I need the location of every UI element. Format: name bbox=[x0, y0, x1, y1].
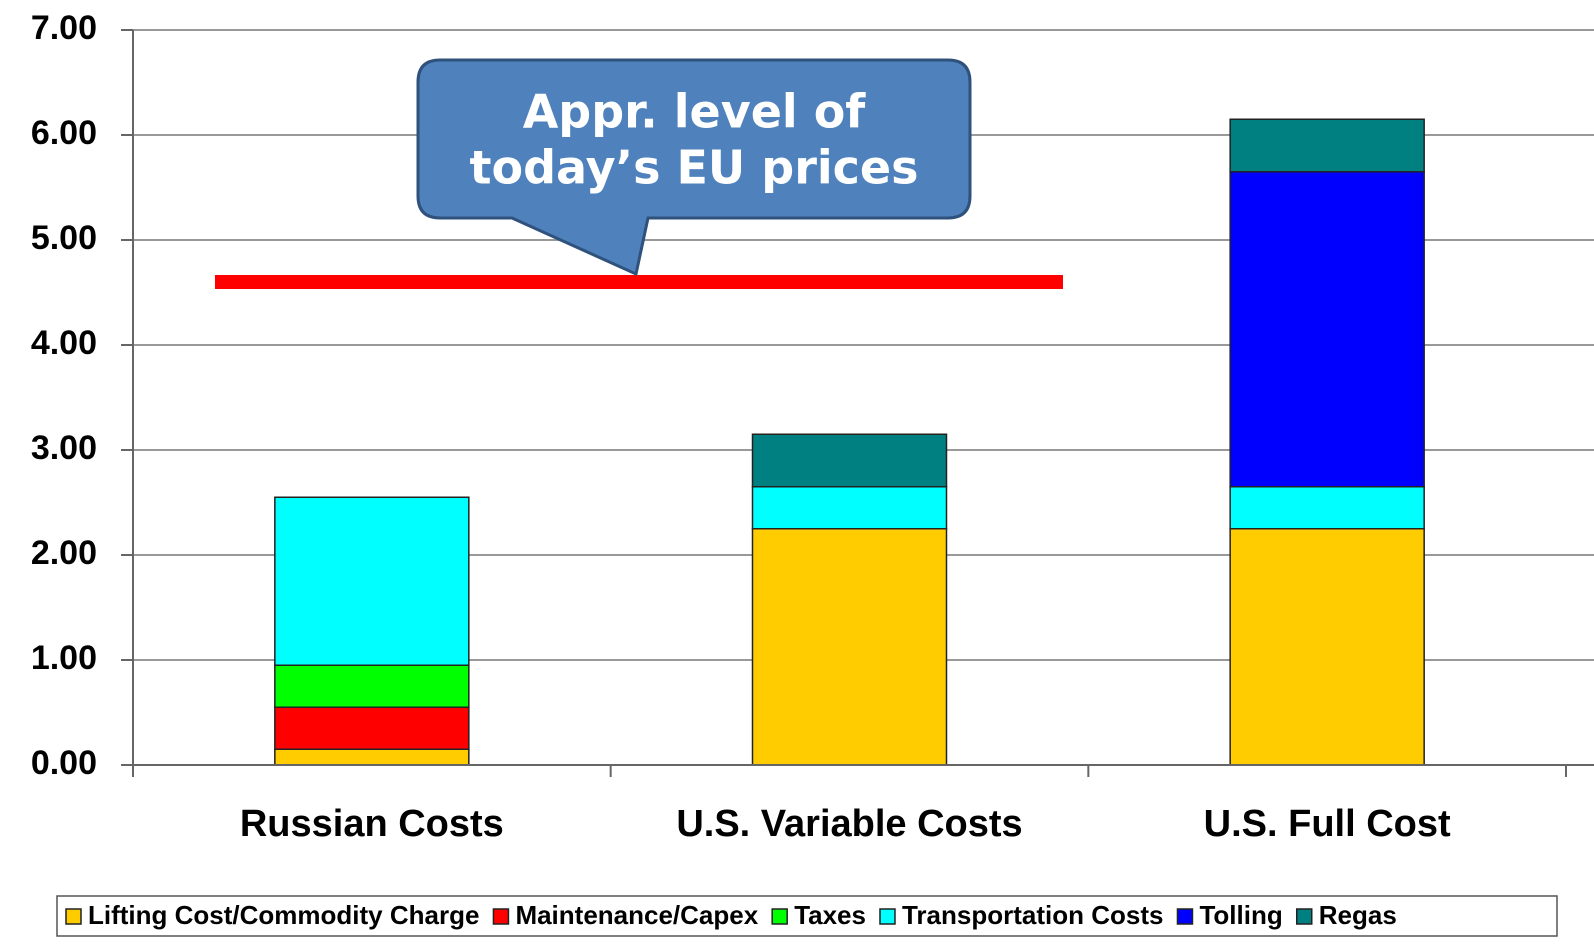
bar-segment bbox=[1229, 171, 1425, 488]
legend-swatch bbox=[771, 908, 788, 925]
legend bbox=[56, 895, 1558, 937]
callout bbox=[416, 58, 972, 277]
y-tick-label: 4.00 bbox=[31, 324, 97, 362]
y-tick-label: 3.00 bbox=[31, 429, 97, 467]
legend-label: Regas bbox=[1319, 900, 1397, 930]
y-tick-label: 7.00 bbox=[31, 9, 97, 47]
y-tick-label: 5.00 bbox=[31, 219, 97, 257]
annotation-text: Appr. level of bbox=[523, 85, 867, 139]
bar-segment bbox=[751, 486, 948, 530]
x-tick-label: Russian Costs bbox=[240, 803, 504, 845]
bar-segment bbox=[274, 706, 470, 750]
bar-segment bbox=[1229, 118, 1425, 173]
bar-segment bbox=[1229, 528, 1425, 766]
y-tick-label: 0.00 bbox=[31, 744, 97, 782]
legend-label: Transportation Costs bbox=[902, 900, 1163, 930]
legend-label: Taxes bbox=[794, 900, 866, 930]
bar-segment bbox=[274, 748, 470, 766]
annotation-text: today’s EU prices bbox=[469, 141, 918, 195]
legend-label: Tolling bbox=[1199, 900, 1282, 930]
bar-segment bbox=[274, 496, 470, 666]
legend-label: Maintenance/Capex bbox=[515, 900, 758, 930]
bar-segment bbox=[1229, 486, 1425, 530]
bar-segment bbox=[274, 664, 470, 708]
legend-swatch bbox=[1296, 908, 1313, 925]
bar-segment bbox=[751, 433, 948, 488]
legend-label: Lifting Cost/Commodity Charge bbox=[88, 900, 479, 930]
bar-segment bbox=[751, 528, 948, 766]
y-tick-label: 6.00 bbox=[31, 114, 97, 152]
x-tick-label: U.S. Full Cost bbox=[1204, 803, 1451, 845]
legend-swatch bbox=[65, 908, 82, 925]
legend-swatch bbox=[879, 908, 896, 925]
legend-swatch bbox=[492, 908, 510, 925]
y-tick-label: 1.00 bbox=[31, 639, 97, 677]
y-tick-label: 2.00 bbox=[31, 534, 97, 572]
legend-swatch bbox=[1176, 908, 1194, 925]
x-tick-label: U.S. Variable Costs bbox=[676, 803, 1022, 845]
